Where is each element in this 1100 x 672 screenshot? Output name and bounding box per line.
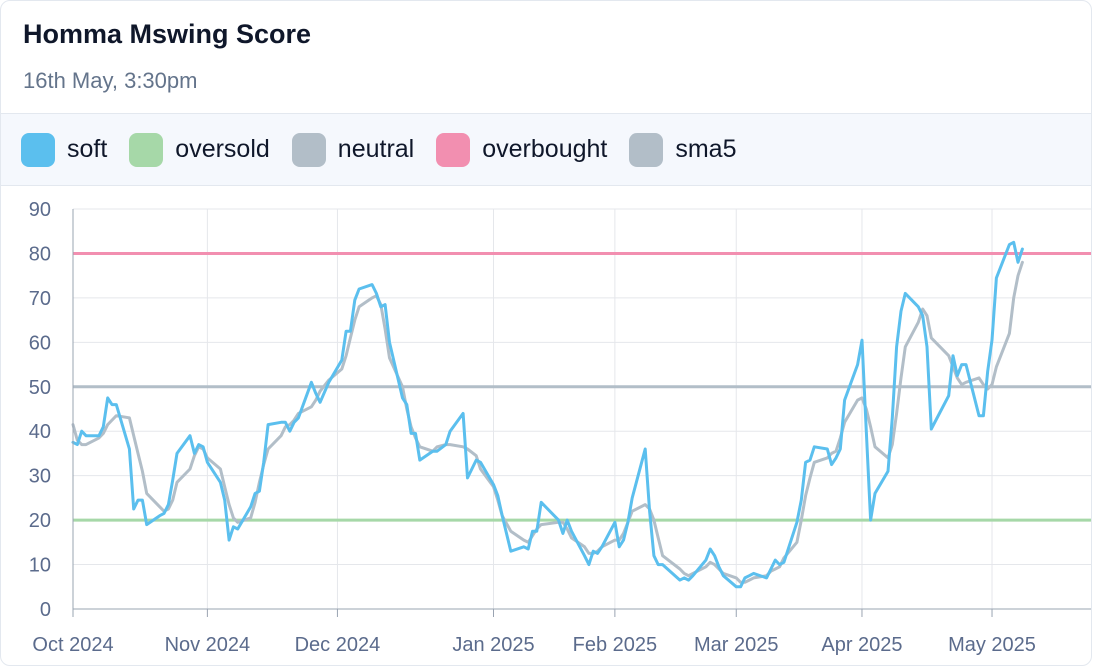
x-tick-label: Apr 2025 xyxy=(821,634,902,656)
legend-label: oversold xyxy=(175,135,270,163)
x-tick-label: Mar 2025 xyxy=(694,634,779,656)
legend-item-soft[interactable]: soft xyxy=(21,132,108,167)
y-tick-label: 90 xyxy=(29,199,51,221)
legend-swatch xyxy=(129,132,164,167)
y-tick-label: 10 xyxy=(29,555,51,577)
legend-label: sma5 xyxy=(675,135,737,163)
y-tick-label: 70 xyxy=(29,288,51,310)
x-tick-label: May 2025 xyxy=(948,634,1036,656)
x-tick-label: Feb 2025 xyxy=(573,634,658,656)
y-tick-label: 0 xyxy=(40,599,51,621)
line-chart[interactable]: 0 10 20 30 40 50 60 70 80 90 Oct 2024 Nov 2024 Dec 2… xyxy=(1,187,1092,666)
card-header: Homma Mswing Score 16th May, 3:30pm xyxy=(1,1,1091,114)
axes: 0 10 20 30 40 50 60 70 80 90 Oct 2024 Nov 2024 Dec 2… xyxy=(29,199,1091,656)
y-tick-label: 20 xyxy=(29,510,51,532)
legend-item-oversold[interactable]: oversold xyxy=(129,132,270,167)
legend-item-neutral[interactable]: neutral xyxy=(291,132,415,167)
y-tick-label: 30 xyxy=(29,466,51,488)
x-tick-label: Jan 2025 xyxy=(452,634,534,656)
legend: soft oversold neutral overbought sma5 xyxy=(1,114,1091,186)
legend-swatch xyxy=(291,132,326,167)
legend-swatch xyxy=(436,132,471,167)
x-tick-label: Nov 2024 xyxy=(165,634,251,656)
legend-swatch xyxy=(21,132,55,167)
y-tick-label: 80 xyxy=(29,243,51,265)
chart-timestamp: 16th May, 3:30pm xyxy=(23,68,198,93)
y-tick-label: 40 xyxy=(29,421,51,443)
legend-label: soft xyxy=(67,135,108,163)
series-lines xyxy=(71,240,1024,589)
reference-lines xyxy=(73,251,1091,522)
legend-swatch xyxy=(629,132,664,167)
y-tick-label: 60 xyxy=(29,332,51,354)
legend-item-overbought[interactable]: overbought xyxy=(436,132,608,167)
x-tick-label: Oct 2024 xyxy=(32,634,113,656)
x-tick-label: Dec 2024 xyxy=(295,634,381,656)
series-line-soft xyxy=(71,240,1024,589)
y-tick-label: 50 xyxy=(29,377,51,399)
legend-label: overbought xyxy=(482,135,608,163)
series-line-sma5 xyxy=(71,260,1024,584)
legend-label: neutral xyxy=(337,135,415,163)
chart-title: Homma Mswing Score xyxy=(23,19,312,49)
legend-item-sma5[interactable]: sma5 xyxy=(629,132,737,167)
